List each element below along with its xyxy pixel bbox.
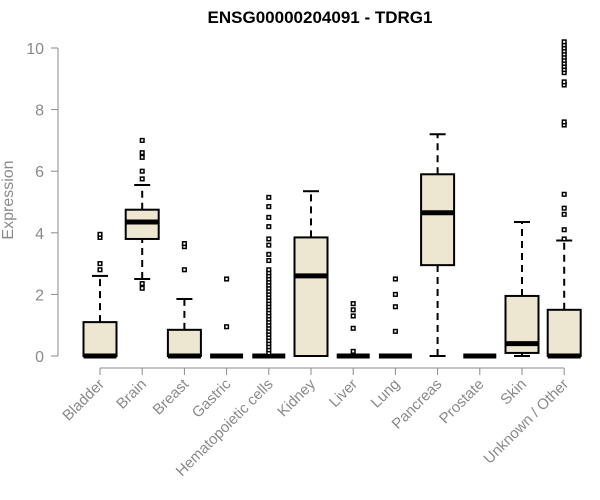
y-axis-label: Expression — [0, 160, 17, 239]
outlier-point — [139, 285, 145, 291]
outlier-point — [561, 236, 567, 242]
x-tick-label: Kidney — [274, 375, 319, 420]
y-tick-label: 0 — [35, 349, 44, 366]
box-body — [82, 321, 118, 357]
box-0 — [82, 231, 118, 359]
x-tick-label: Breast — [150, 375, 193, 418]
y-tick-label: 4 — [35, 226, 44, 243]
box-4 — [252, 194, 286, 359]
outlier-point — [561, 227, 567, 233]
outlier-point — [266, 267, 272, 273]
box-6 — [336, 301, 370, 359]
outlier-point — [350, 348, 356, 354]
box-10 — [504, 221, 540, 357]
outlier-point — [266, 194, 272, 200]
outlier-point — [266, 224, 272, 230]
outlier-point — [266, 236, 272, 242]
outlier-point — [561, 39, 567, 45]
chart-title: ENSG00000204091 - TDRG1 — [208, 8, 433, 27]
x-tick-label: Prostate — [436, 376, 488, 428]
outlier-point — [392, 291, 398, 297]
x-tick-label: Skin — [497, 376, 530, 409]
axes: 0 2 4 6 8 10 — [26, 41, 565, 375]
y-tick-label: 6 — [35, 164, 44, 181]
box-body — [166, 328, 202, 358]
outlier-point — [181, 241, 187, 247]
outlier-point — [266, 204, 272, 210]
boxes — [82, 39, 582, 359]
box-8 — [420, 133, 456, 357]
outlier-point — [97, 261, 103, 267]
outlier-point — [392, 304, 398, 310]
outlier-point — [266, 214, 272, 220]
outlier-point — [266, 251, 272, 257]
y-tick-label: 2 — [35, 287, 44, 304]
box-5 — [293, 190, 329, 357]
outlier-point — [561, 211, 567, 217]
x-tick-label: Brain — [113, 376, 150, 413]
outlier-point — [561, 191, 567, 197]
box-body — [420, 173, 456, 267]
outlier-point — [350, 325, 356, 331]
outlier-point — [139, 154, 145, 160]
outlier-point — [392, 328, 398, 334]
box-3 — [210, 276, 244, 359]
outlier-point — [350, 307, 356, 313]
box-7 — [378, 276, 412, 359]
outlier-point — [139, 137, 145, 143]
outlier-point — [97, 267, 103, 273]
outlier-point — [392, 276, 398, 282]
outlier-point — [561, 205, 567, 211]
x-tick-label: Lung — [368, 376, 404, 412]
outlier-point — [97, 231, 103, 237]
box-2 — [166, 241, 202, 359]
outlier-point — [561, 79, 567, 85]
x-tick-label: Bladder — [59, 376, 108, 425]
outlier-point — [266, 257, 272, 264]
outlier-point — [139, 168, 145, 174]
outlier-point — [181, 267, 187, 273]
outlier-point — [266, 242, 272, 248]
outlier-point — [350, 301, 356, 307]
outlier-point — [350, 313, 356, 319]
outlier-point — [224, 276, 230, 282]
outlier-point — [139, 150, 145, 156]
outlier-point — [139, 281, 145, 287]
box-body — [293, 236, 329, 357]
y-tick-label: 10 — [26, 41, 44, 58]
outlier-point — [224, 324, 230, 330]
y-tick-label: 8 — [35, 103, 44, 120]
outlier-point — [561, 119, 567, 125]
outlier-point — [139, 176, 145, 182]
x-tick-label: Liver — [326, 376, 361, 411]
box-11 — [546, 39, 582, 359]
box-body — [546, 308, 582, 357]
box-1 — [124, 137, 160, 291]
